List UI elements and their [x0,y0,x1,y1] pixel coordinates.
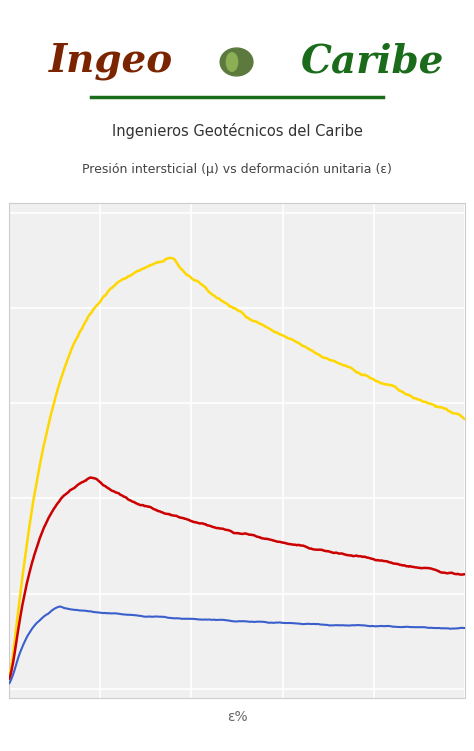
Text: Caribe: Caribe [301,42,444,80]
Y-axis label: μ (Kg/cm2): μ (Kg/cm2) [0,416,1,485]
Text: Presión intersticial (μ) vs deformación unitaria (ε): Presión intersticial (μ) vs deformación … [82,163,392,176]
Text: Ingeo: Ingeo [49,42,173,80]
Ellipse shape [220,48,253,76]
X-axis label: ε%: ε% [227,710,247,723]
Text: Ingenieros Geotécnicos del Caribe: Ingenieros Geotécnicos del Caribe [111,123,363,139]
Ellipse shape [226,53,237,71]
